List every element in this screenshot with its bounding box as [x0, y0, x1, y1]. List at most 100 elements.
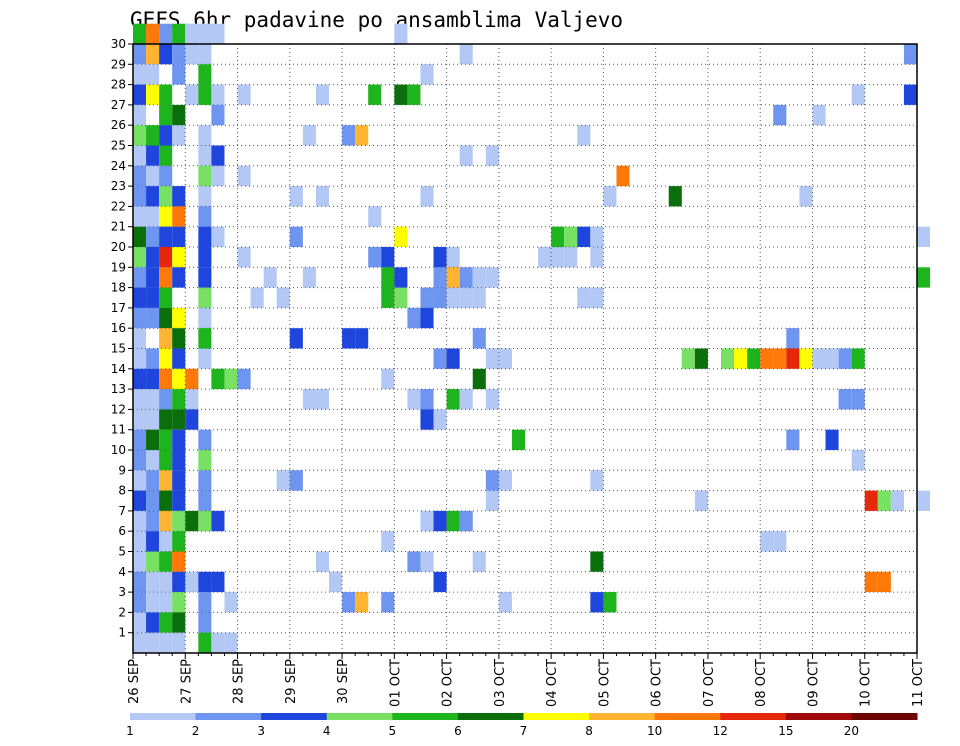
- heatmap-cell: [172, 389, 186, 410]
- heatmap-cell: [498, 470, 512, 491]
- heatmap-cell: [159, 551, 173, 572]
- heatmap-cell: [368, 206, 382, 227]
- heatmap-cell: [159, 531, 173, 552]
- y-tick-label: 6: [118, 524, 126, 538]
- heatmap-cell: [433, 267, 447, 288]
- heatmap-cell: [420, 64, 434, 85]
- heatmap-cell: [185, 44, 199, 65]
- heatmap-cell: [185, 84, 199, 105]
- heatmap-cell: [172, 104, 186, 126]
- colorbar-swatch: [523, 713, 590, 720]
- heatmap-cell: [133, 226, 147, 247]
- heatmap-cell: [315, 84, 329, 105]
- heatmap-cell: [133, 328, 147, 349]
- heatmap-cell: [472, 287, 486, 308]
- heatmap-cell: [616, 165, 630, 187]
- heatmap-cell: [603, 186, 617, 207]
- heatmap-cell: [198, 44, 212, 65]
- heatmap-cell: [498, 592, 512, 613]
- colorbar-label: 7: [520, 724, 528, 738]
- heatmap-cell: [146, 612, 160, 633]
- heatmap-cell: [146, 551, 160, 572]
- heatmap-cell: [146, 307, 160, 329]
- heatmap-cell: [459, 389, 473, 410]
- heatmap-cell: [342, 328, 356, 349]
- heatmap-cell: [146, 450, 160, 471]
- cells-layer: [133, 23, 931, 653]
- heatmap-cell: [172, 450, 186, 471]
- heatmap-cell: [407, 389, 421, 410]
- x-tick-label: 26 SEP: [127, 659, 142, 704]
- heatmap-cell: [146, 510, 160, 532]
- heatmap-cell: [133, 23, 147, 44]
- heatmap-cell: [211, 165, 225, 187]
- heatmap-cell: [329, 571, 343, 593]
- heatmap-cell: [211, 23, 225, 44]
- heatmap-cell: [198, 592, 212, 613]
- colorbar-label: 10: [647, 724, 662, 738]
- heatmap-cell: [381, 592, 395, 613]
- heatmap-cell: [172, 612, 186, 633]
- heatmap-cell: [146, 287, 160, 308]
- heatmap-cell: [133, 348, 147, 369]
- heatmap-cell: [420, 409, 434, 430]
- heatmap-cell: [668, 186, 682, 207]
- y-tick-label: 8: [118, 484, 126, 498]
- heatmap-cell: [381, 247, 395, 268]
- heatmap-cell: [198, 84, 212, 105]
- x-tick-label: 27 SEP: [179, 659, 194, 704]
- y-tick-label: 20: [111, 240, 126, 254]
- colorbar-label: 6: [454, 724, 462, 738]
- x-tick-label: 11 OCT: [911, 659, 926, 707]
- heatmap-cell: [237, 368, 251, 390]
- heatmap-cell: [263, 267, 277, 288]
- y-tick-label: 11: [111, 423, 126, 437]
- heatmap-cell: [773, 348, 787, 369]
- heatmap-cell: [407, 307, 421, 329]
- heatmap-cell: [577, 125, 591, 146]
- heatmap-cell: [590, 287, 604, 308]
- heatmap-cell: [786, 429, 800, 450]
- heatmap-cell: [146, 531, 160, 552]
- heatmap-cell: [394, 287, 408, 308]
- heatmap-cell: [198, 348, 212, 369]
- heatmap-cell: [198, 612, 212, 633]
- y-tick-label: 2: [118, 605, 126, 619]
- heatmap-cell: [433, 571, 447, 593]
- heatmap-cell: [289, 186, 303, 207]
- heatmap-cell: [342, 125, 356, 146]
- y-tick-label: 13: [111, 382, 126, 396]
- heatmap-cell: [198, 450, 212, 471]
- x-tick-label: 03 OCT: [493, 659, 508, 707]
- heatmap-cell: [146, 186, 160, 207]
- heatmap-cell: [472, 368, 486, 390]
- heatmap-cell: [721, 348, 735, 369]
- heatmap-cell: [472, 328, 486, 349]
- heatmap-cell: [485, 490, 499, 511]
- heatmap-cell: [146, 206, 160, 227]
- heatmap-cell: [185, 571, 199, 593]
- heatmap-cell: [146, 267, 160, 288]
- heatmap-cell: [172, 226, 186, 247]
- heatmap-cell: [172, 307, 186, 329]
- heatmap-cell: [381, 368, 395, 390]
- heatmap-cell: [133, 450, 147, 471]
- heatmap-cell: [446, 247, 460, 268]
- heatmap-cell: [289, 226, 303, 247]
- y-tick-label: 18: [111, 281, 126, 295]
- heatmap-cell: [485, 145, 499, 166]
- heatmap-cell: [760, 348, 774, 369]
- heatmap-cell: [851, 450, 865, 471]
- heatmap-cell: [159, 510, 173, 532]
- heatmap-cell: [812, 104, 826, 126]
- heatmap-cell: [315, 389, 329, 410]
- heatmap-cell: [302, 125, 316, 146]
- heatmap-cell: [133, 64, 147, 85]
- heatmap-cell: [159, 44, 173, 65]
- heatmap-cell: [590, 226, 604, 247]
- heatmap-cell: [511, 429, 525, 450]
- heatmap-cell: [381, 287, 395, 308]
- heatmap-cell: [838, 348, 852, 369]
- heatmap-cell: [185, 409, 199, 430]
- heatmap-cell: [446, 287, 460, 308]
